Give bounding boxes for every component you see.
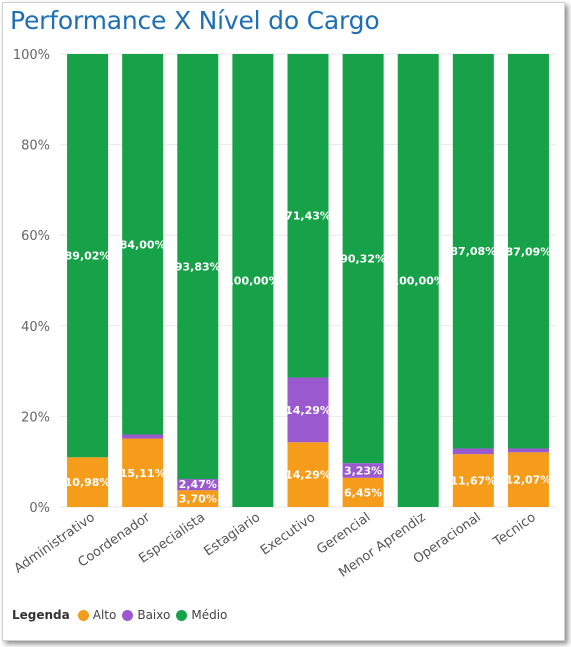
bar-alto-segment[interactable] xyxy=(342,477,384,507)
bar-baixo-segment[interactable] xyxy=(122,434,164,439)
data-label: 6,45% xyxy=(344,486,382,499)
data-label: 14,29% xyxy=(285,469,331,482)
bar-alto-segment[interactable] xyxy=(287,442,329,507)
data-label: 93,83% xyxy=(175,261,221,274)
bar-alto-segment[interactable] xyxy=(122,438,164,507)
y-tick-label: 0% xyxy=(29,501,50,516)
data-label: 15,11% xyxy=(120,467,166,480)
bar-baixo-segment[interactable] xyxy=(342,463,384,478)
data-label: 14,29% xyxy=(285,404,331,417)
bar-mdio-segment[interactable] xyxy=(122,54,164,435)
legend-item-alto[interactable]: Alto xyxy=(77,608,117,622)
data-label: 87,08% xyxy=(450,245,496,258)
bar-baixo-segment[interactable] xyxy=(287,377,329,443)
stacked-bar-chart: 0%20%40%60%80%100%10,98%89,02%Administra… xyxy=(12,48,556,581)
data-label: 100,00% xyxy=(391,275,444,288)
legend-label-medio: Médio xyxy=(191,608,228,622)
bar-alto-segment[interactable] xyxy=(177,490,219,507)
bar-baixo-segment[interactable] xyxy=(452,448,494,455)
data-label: 3,70% xyxy=(179,493,217,506)
bar-mdio-segment[interactable] xyxy=(232,54,274,507)
data-label: 84,00% xyxy=(120,238,166,251)
data-label: 10,98% xyxy=(65,476,111,489)
bar-baixo-segment[interactable] xyxy=(507,448,549,453)
y-tick-label: 40% xyxy=(21,320,50,335)
x-tick-label: Executivo xyxy=(258,510,318,559)
y-tick-label: 80% xyxy=(21,139,50,154)
legend-dot-alto xyxy=(77,609,89,621)
legend-label-baixo: Baixo xyxy=(137,608,171,622)
bar-baixo-segment[interactable] xyxy=(177,479,219,491)
y-tick-label: 100% xyxy=(13,48,50,63)
data-label: 87,09% xyxy=(506,245,552,258)
data-label: 89,02% xyxy=(65,250,111,263)
legend-item-medio[interactable]: Médio xyxy=(176,608,227,622)
data-label: 90,32% xyxy=(340,253,386,266)
bar-mdio-segment[interactable] xyxy=(342,54,384,464)
data-label: 3,23% xyxy=(344,464,382,477)
chart-title: Performance X Nível do Cargo xyxy=(10,6,380,35)
data-label: 100,00% xyxy=(226,275,279,288)
bar-mdio-segment[interactable] xyxy=(287,53,329,378)
bar-alto-segment[interactable] xyxy=(452,454,494,507)
bar-mdio-segment[interactable] xyxy=(67,54,109,458)
x-tick-label: Estagiario xyxy=(202,510,264,559)
bar-mdio-segment[interactable] xyxy=(397,54,439,507)
data-label: 2,47% xyxy=(179,478,217,491)
legend: Legenda Alto Baixo Médio xyxy=(12,607,233,623)
bar-mdio-segment[interactable] xyxy=(507,54,549,449)
legend-title: Legenda xyxy=(12,608,70,622)
data-label: 71,43% xyxy=(285,210,331,223)
bar-alto-segment[interactable] xyxy=(507,452,549,507)
legend-label-alto: Alto xyxy=(92,608,117,622)
data-label: 11,67% xyxy=(450,475,496,488)
bar-mdio-segment[interactable] xyxy=(177,54,219,480)
data-label: 12,07% xyxy=(506,474,552,487)
y-tick-label: 60% xyxy=(21,229,50,244)
legend-dot-medio xyxy=(176,609,188,621)
bar-alto-segment[interactable] xyxy=(67,457,109,507)
bar-mdio-segment[interactable] xyxy=(452,54,494,449)
legend-dot-baixo xyxy=(122,609,134,621)
y-tick-label: 20% xyxy=(21,410,50,425)
legend-item-baixo[interactable]: Baixo xyxy=(122,608,170,622)
x-tick-label: Tecnico xyxy=(490,510,539,550)
